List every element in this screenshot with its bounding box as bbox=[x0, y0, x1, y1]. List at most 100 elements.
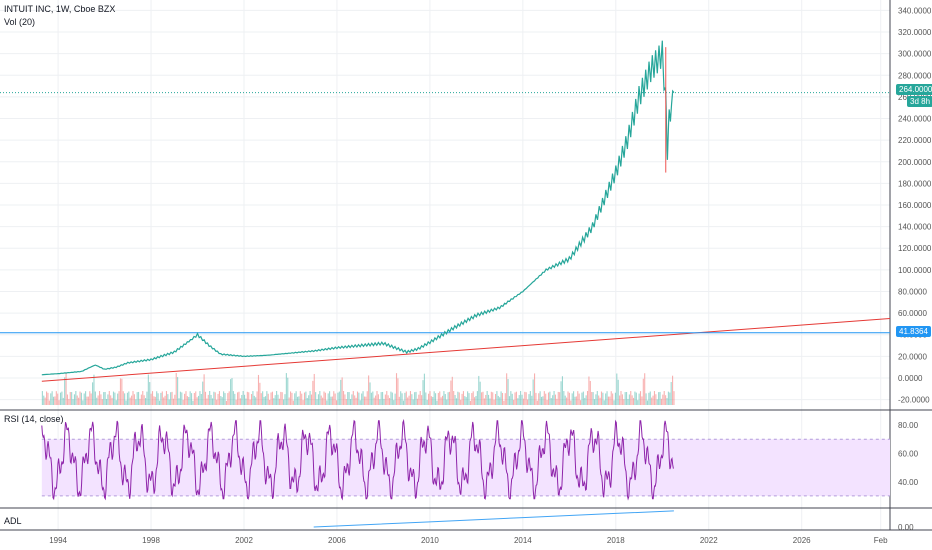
volume-bar bbox=[472, 391, 474, 405]
volume-bar bbox=[202, 381, 204, 405]
volume-bar bbox=[600, 391, 603, 405]
volume-bar bbox=[200, 393, 202, 405]
volume-bar bbox=[503, 400, 505, 405]
volume-bar bbox=[264, 396, 267, 405]
volume-bar bbox=[388, 397, 391, 405]
volume-bar bbox=[100, 394, 102, 405]
volume-bar bbox=[340, 379, 342, 405]
volume-bar bbox=[475, 395, 477, 405]
volume-bar bbox=[451, 376, 453, 405]
volume-bar bbox=[369, 382, 371, 405]
volume-bar bbox=[609, 396, 611, 405]
volume-bar bbox=[522, 398, 524, 405]
volume-bar bbox=[121, 378, 123, 405]
volume-bar bbox=[631, 395, 633, 405]
volume-bar bbox=[80, 392, 82, 405]
volume-bar bbox=[224, 393, 226, 405]
price-axis-tick-label: 100.0000 bbox=[898, 266, 932, 275]
volume-bar bbox=[114, 392, 116, 405]
volume-bar bbox=[342, 391, 345, 405]
volume-bar bbox=[419, 391, 421, 405]
x-tick-label: Feb bbox=[874, 536, 888, 545]
volume-bar bbox=[41, 391, 43, 405]
volume-bar bbox=[54, 396, 56, 405]
volume-bar bbox=[165, 391, 168, 405]
price-axis-tick-label: 140.0000 bbox=[898, 223, 932, 232]
volume-bar bbox=[270, 392, 272, 405]
volume-bar bbox=[501, 392, 504, 405]
volume-bar bbox=[305, 391, 307, 405]
volume-bar bbox=[493, 399, 495, 405]
volume-bar bbox=[310, 394, 313, 405]
volume-bar bbox=[394, 393, 396, 405]
volume-bar bbox=[288, 397, 290, 405]
volume-bar bbox=[92, 382, 94, 405]
volume-bar bbox=[517, 398, 519, 405]
symbol-title: INTUIT INC, 1W, Cboe BZX bbox=[4, 4, 116, 14]
volume-bar bbox=[57, 393, 59, 405]
volume-bar bbox=[228, 391, 230, 405]
volume-bar bbox=[204, 391, 207, 405]
volume-bar bbox=[62, 397, 64, 405]
volume-bar bbox=[545, 393, 547, 405]
volume-bar bbox=[653, 391, 656, 405]
volume-bar bbox=[66, 394, 69, 405]
volume-bar bbox=[595, 394, 597, 405]
volume-bar bbox=[356, 391, 359, 405]
volume-bar bbox=[78, 397, 80, 405]
volume-bar bbox=[142, 391, 144, 405]
volume-bar bbox=[591, 391, 593, 405]
volume-bar bbox=[64, 377, 66, 405]
volume-bar bbox=[115, 400, 117, 405]
volume-bar bbox=[44, 397, 46, 405]
volume-bar bbox=[626, 391, 628, 405]
volume-bar bbox=[639, 391, 642, 405]
volume-bar bbox=[415, 391, 417, 405]
volume-bar bbox=[669, 392, 671, 405]
volume-bar bbox=[105, 398, 108, 405]
volume-bar bbox=[51, 391, 53, 405]
volume-bar bbox=[409, 391, 412, 405]
volume-bar bbox=[580, 400, 582, 405]
volume-bar bbox=[68, 398, 70, 405]
volume-bar bbox=[274, 395, 276, 405]
x-tick-label: 2010 bbox=[421, 536, 439, 545]
volume-bar bbox=[421, 395, 423, 405]
volume-bar bbox=[588, 376, 590, 405]
volume-bar bbox=[621, 394, 623, 405]
volume-bar bbox=[585, 395, 587, 405]
volume-bar bbox=[262, 391, 264, 405]
volume-bar bbox=[496, 391, 498, 405]
volume-bar bbox=[457, 391, 459, 405]
volume-bar bbox=[635, 392, 637, 405]
volume-bar bbox=[461, 393, 463, 405]
volume-bar bbox=[131, 395, 133, 405]
volume-bar bbox=[259, 382, 261, 405]
volume-bar bbox=[133, 394, 135, 405]
volume-bar bbox=[193, 392, 195, 405]
rsi-axis-tick-label: 80.00 bbox=[898, 421, 919, 430]
volume-bar bbox=[214, 392, 216, 405]
volume-bar bbox=[641, 396, 643, 405]
volume-bar bbox=[368, 375, 370, 405]
volume-bar bbox=[188, 397, 190, 405]
volume-bar bbox=[302, 400, 304, 405]
volume-bar bbox=[549, 391, 551, 405]
volume-bar bbox=[337, 392, 339, 405]
volume-bar bbox=[280, 391, 282, 405]
volume-bar bbox=[492, 392, 494, 405]
countdown-tag: 3d 8h bbox=[907, 96, 932, 107]
volume-bar bbox=[299, 391, 301, 405]
volume-indicator-label: Vol (20) bbox=[4, 17, 36, 27]
volume-bar bbox=[110, 395, 112, 405]
volume-bar bbox=[598, 395, 600, 405]
volume-bar bbox=[520, 391, 522, 405]
x-tick-label: 2014 bbox=[514, 536, 532, 545]
volume-bar bbox=[603, 400, 605, 405]
volume-bar bbox=[154, 396, 156, 405]
volume-bar bbox=[435, 393, 437, 405]
volume-bar bbox=[72, 399, 74, 405]
volume-bar bbox=[377, 394, 379, 405]
volume-bar bbox=[220, 396, 222, 405]
